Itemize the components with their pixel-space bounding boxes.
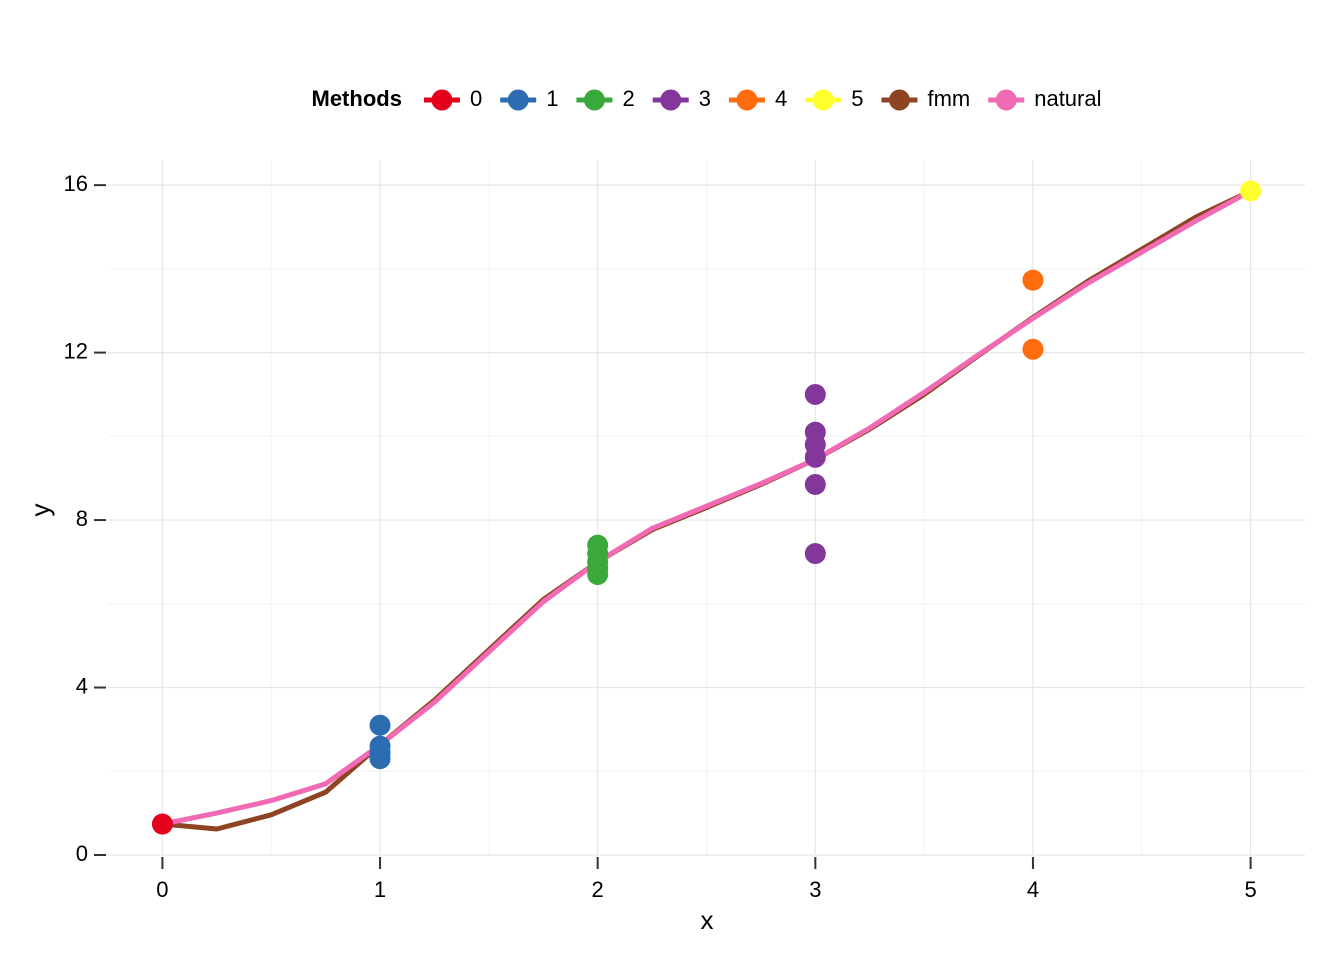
data-point [151, 813, 173, 835]
x-tick-label: 3 [809, 877, 821, 902]
legend-label: natural [1034, 86, 1101, 111]
data-point [804, 543, 826, 565]
legend-title: Methods [312, 86, 402, 111]
legend-label: 1 [546, 86, 558, 111]
data-point [587, 563, 609, 585]
legend-point [507, 89, 529, 111]
data-point [1240, 180, 1262, 202]
legend: Methods 0 1 2 3 4 5 fmm natural [312, 86, 1102, 111]
y-tick-label: 4 [76, 673, 88, 698]
y-tick-label: 8 [76, 506, 88, 531]
x-tick-label: 4 [1027, 877, 1039, 902]
data-point [369, 714, 391, 736]
legend-label: 3 [699, 86, 711, 111]
x-tick-label: 1 [374, 877, 386, 902]
legend-point [736, 89, 758, 111]
y-tick-label: 12 [64, 338, 88, 363]
x-tick-label: 0 [156, 877, 168, 902]
x-tick-label: 2 [592, 877, 604, 902]
legend-point [583, 89, 605, 111]
legend-label: 4 [775, 86, 787, 111]
legend-label: 2 [622, 86, 634, 111]
legend-label: 0 [470, 86, 482, 111]
legend-point [888, 89, 910, 111]
legend-label: 5 [851, 86, 863, 111]
spline-line [159, 188, 1254, 827]
data-point [1022, 338, 1044, 360]
data-point [804, 446, 826, 468]
legend-point [660, 89, 682, 111]
y-tick-label: 0 [76, 841, 88, 866]
y-axis-label: y [25, 504, 55, 517]
x-tick-label: 5 [1244, 877, 1256, 902]
legend-label: fmm [927, 86, 970, 111]
data-point [369, 748, 391, 770]
y-tick-label: 16 [64, 171, 88, 196]
data-point [1022, 269, 1044, 291]
legend-point [995, 89, 1017, 111]
legend-point [431, 89, 453, 111]
x-axis-label: x [701, 905, 714, 935]
data-point [804, 383, 826, 405]
legend-point [812, 89, 834, 111]
data-point [804, 473, 826, 495]
